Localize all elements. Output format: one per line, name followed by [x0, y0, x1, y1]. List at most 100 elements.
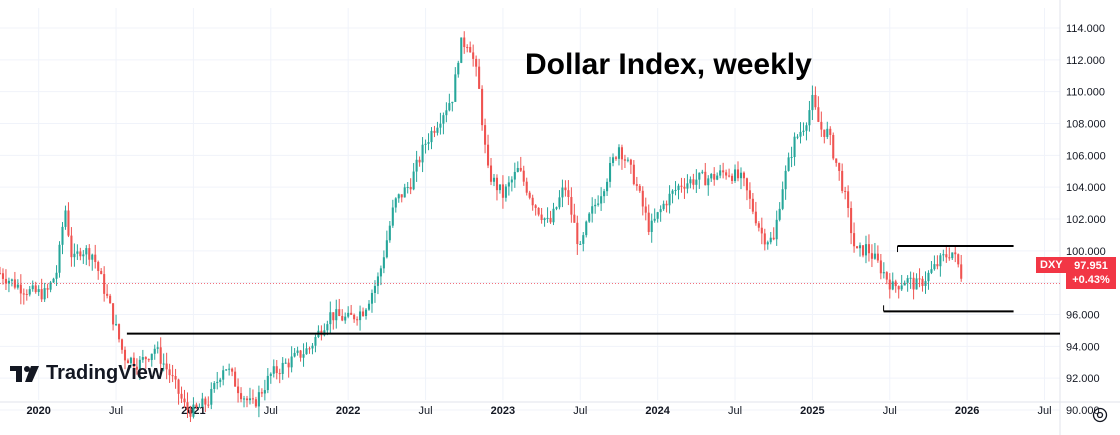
x-tick-label: Jul [109, 405, 123, 417]
candle-body [85, 248, 88, 255]
candle-body [7, 280, 10, 284]
candle-body [198, 406, 201, 408]
candle-body [248, 398, 252, 401]
candle-body [829, 128, 832, 135]
candle-body [861, 245, 865, 256]
candle-body [52, 278, 55, 283]
candle-body [379, 268, 382, 277]
candle-body [463, 37, 466, 48]
y-tick-label: 100.000 [1066, 246, 1106, 258]
candle-body [10, 279, 13, 281]
candle-body [216, 381, 219, 384]
candle-body [891, 281, 894, 290]
candle-body [350, 312, 353, 315]
candle-body [537, 207, 540, 215]
candle-body [841, 170, 844, 191]
candle-body [40, 289, 43, 300]
y-tick-label: 112.000 [1066, 55, 1105, 67]
candle-body [120, 339, 124, 350]
candle-body [272, 366, 275, 374]
candle-body [757, 223, 760, 228]
candle-body [701, 171, 704, 173]
x-tick-label: Jul [573, 405, 587, 417]
candle-body [234, 371, 237, 387]
candle-body [716, 175, 719, 180]
candle-body [171, 375, 174, 377]
candle-body [436, 127, 439, 133]
candle-body [397, 194, 400, 199]
y-tick-label: 106.000 [1066, 150, 1106, 162]
candle-body [165, 363, 168, 370]
candle-body [13, 279, 16, 288]
candle-body [775, 219, 778, 240]
candle-body [912, 277, 915, 290]
candle-body [516, 167, 519, 172]
candle-body [936, 264, 939, 267]
candle-body [745, 178, 748, 191]
candle-body [356, 319, 359, 321]
candle-body [76, 251, 79, 254]
candle-body [677, 185, 680, 190]
candle-body [683, 186, 686, 189]
candle-body [192, 404, 195, 417]
candle-body [308, 348, 311, 350]
candle-body [144, 357, 147, 360]
candle-body [242, 398, 246, 400]
candle-body [870, 253, 873, 259]
candle-body [704, 171, 707, 186]
candle-body [561, 187, 564, 198]
tradingview-icon [10, 365, 39, 382]
y-tick-label: 110.000 [1066, 87, 1105, 99]
candle-body [195, 404, 198, 407]
candle-body [603, 191, 606, 197]
symbol-badge: DXY [1036, 257, 1067, 273]
candle-body [284, 362, 287, 364]
candle-body [510, 179, 513, 183]
candle-body [112, 303, 115, 325]
candle-body [546, 217, 549, 219]
candle-body [570, 197, 573, 215]
candle-body [814, 94, 817, 108]
candle-body [665, 203, 668, 206]
candle-body [564, 187, 567, 191]
candle-body [504, 186, 507, 198]
candle-body [781, 189, 784, 209]
candle-body [647, 212, 650, 232]
candle-body [576, 222, 579, 245]
y-tick-label: 114.000 [1066, 23, 1105, 35]
candle-body [186, 402, 189, 410]
candle-body [22, 293, 25, 295]
candle-body [597, 203, 600, 205]
candle-body [299, 350, 302, 358]
candle-body [168, 369, 171, 376]
candle-body [162, 363, 165, 365]
candle-body [939, 255, 942, 267]
settings-gear-icon[interactable] [1090, 405, 1110, 425]
candle-body [495, 177, 499, 191]
candle-body [367, 303, 371, 310]
candle-body [707, 178, 710, 186]
candle-body [873, 253, 876, 259]
candle-body [847, 191, 850, 209]
candle-body [64, 210, 67, 227]
candle-body [478, 66, 481, 89]
candle-body [656, 212, 659, 219]
candle-body [213, 383, 216, 389]
candle-body [150, 353, 153, 361]
candle-body [594, 204, 597, 207]
tradingview-logo[interactable]: TradingView [10, 362, 163, 385]
candle-body [879, 260, 882, 274]
candle-body [225, 369, 228, 371]
candle-body [347, 312, 350, 317]
y-tick-label: 104.000 [1066, 182, 1106, 194]
candle-body [204, 398, 207, 405]
candle-body [903, 282, 906, 286]
candle-body [811, 94, 814, 111]
candle-body [948, 257, 951, 259]
candle-body [736, 169, 740, 179]
candle-body [296, 350, 299, 353]
candle-body [579, 243, 582, 245]
candle-body [260, 392, 263, 394]
chart-title: Dollar Index, weekly [525, 48, 812, 81]
